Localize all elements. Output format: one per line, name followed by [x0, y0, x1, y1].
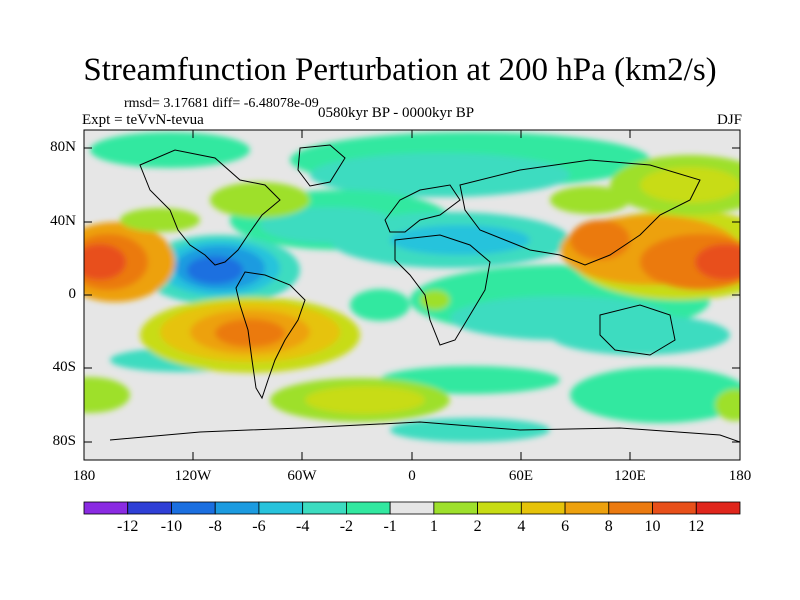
colorbar-label: -4 [295, 518, 310, 535]
x-tick-label: 120W [174, 468, 212, 484]
colorbar-swatch [477, 501, 522, 515]
colorbar-swatch [695, 501, 741, 515]
colorbar-swatch [83, 501, 129, 515]
colorbar-label: 4 [517, 518, 526, 535]
experiment-label: Expt = teVvN-tevua [82, 112, 204, 128]
colorbar-swatch [608, 501, 653, 515]
colorbar-label: 1 [429, 518, 438, 535]
north-america-outline [139, 149, 281, 266]
coastlines [109, 144, 740, 443]
colorbar-label: -10 [160, 518, 183, 535]
x-tick-label: 60W [287, 468, 317, 484]
colorbar-label: -2 [339, 518, 354, 535]
colorbar-swatch [214, 501, 260, 515]
colorbar-label: 12 [688, 518, 705, 535]
period-label: 0580kyr BP - 0000kyr BP [318, 105, 475, 121]
colorbar-swatch [433, 501, 479, 515]
colorbar [83, 501, 741, 515]
axis-ticks [84, 130, 740, 460]
south-america-outline [235, 271, 306, 400]
x-tick-label: 180 [728, 468, 752, 484]
y-tick-label: 80S [52, 433, 76, 449]
colorbar-swatch [302, 501, 347, 515]
season-label: DJF [716, 112, 742, 128]
contour-field [84, 130, 740, 460]
map-title: Streamfunction Perturbation at 200 hPa (… [83, 52, 717, 88]
asia-outline [459, 159, 701, 266]
y-tick-label: 40N [50, 213, 76, 229]
y-tick-label: 0 [68, 286, 77, 302]
colorbar-label: 6 [561, 518, 570, 535]
colorbar-swatch [389, 501, 435, 515]
y-tick-label: 40S [52, 359, 76, 375]
europe-outline [384, 184, 461, 233]
stats-text: rmsd= 3.17681 diff= -6.48078e-09 [124, 96, 319, 111]
colorbar-label: 10 [644, 518, 661, 535]
colorbar-swatch [564, 501, 610, 515]
colorbar-label: -1 [383, 518, 397, 535]
australia-outline [599, 304, 676, 356]
colorbar-label: 8 [604, 518, 613, 535]
colorbar-swatch [652, 501, 697, 515]
colorbar-label: -6 [252, 518, 266, 535]
x-tick-label: 60E [508, 468, 534, 484]
africa-outline [394, 234, 491, 346]
colorbar-label: -8 [208, 518, 222, 535]
colorbar-swatch [127, 501, 172, 515]
x-tick-label: 120E [614, 468, 646, 484]
colorbar-swatch [520, 501, 566, 515]
antarctica-outline [109, 421, 740, 443]
colorbar-swatch [171, 501, 216, 515]
x-tick-label: 180 [72, 468, 96, 484]
colorbar-swatch [345, 501, 391, 515]
colorbar-label: 2 [473, 518, 482, 535]
x-tick-label: 0 [408, 468, 416, 484]
colorbar-swatch [258, 501, 304, 515]
greenland-outline [297, 144, 346, 187]
y-tick-label: 80N [50, 139, 76, 155]
colorbar-label: -12 [117, 518, 139, 535]
